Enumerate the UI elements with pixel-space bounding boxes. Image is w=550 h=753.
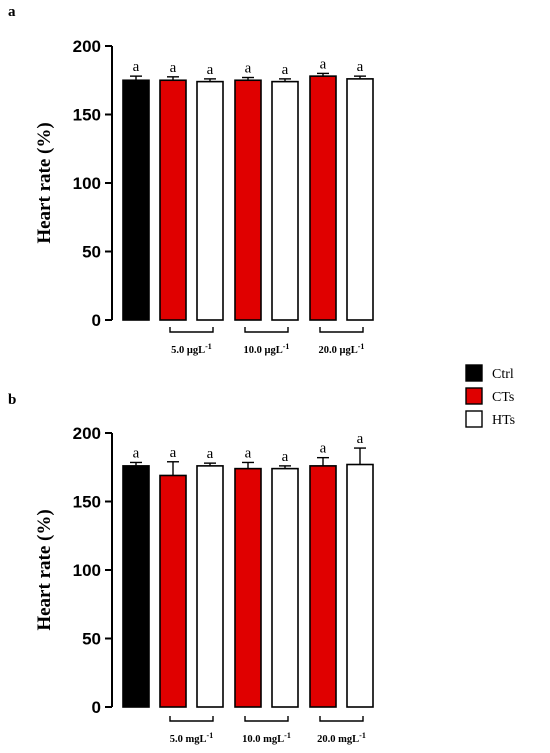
y-tick-label: 150 (73, 106, 101, 125)
group-bracket (244, 327, 289, 333)
bar-ctrl (122, 465, 150, 708)
group-label: 5.0 mgL-1 (170, 731, 213, 745)
significance-label: a (245, 61, 252, 77)
bar-cts (159, 474, 187, 708)
chart-panel-b: b 0 50 100 150 200 Heart rate (%) a a a a a a a 5.0 mg… (8, 392, 374, 745)
group-bracket (244, 716, 289, 722)
legend: Ctrl CTs HTs (465, 364, 515, 428)
significance-label: a (133, 59, 140, 75)
significance-label: a (357, 431, 364, 447)
legend-label-ctrl: Ctrl (492, 367, 514, 382)
significance-label: a (245, 445, 252, 461)
y-tick-label: 100 (73, 174, 101, 193)
bar-hts (346, 463, 374, 708)
group-bracket (169, 716, 214, 722)
bar-hts (196, 80, 224, 321)
bar-hts (196, 465, 224, 708)
y-axis-label: Heart rate (%) (34, 122, 55, 243)
y-tick-label: 0 (92, 698, 101, 717)
bar-cts (309, 75, 337, 321)
bar-ctrl (122, 79, 150, 321)
panel-label: a (8, 4, 16, 20)
bar-hts (346, 78, 374, 321)
bar-cts (159, 79, 187, 321)
group-label: 20.0 mgL-1 (317, 731, 366, 745)
significance-label: a (207, 62, 214, 78)
y-tick-label: 50 (82, 630, 101, 649)
panel-label: b (8, 392, 16, 408)
group-label: 10.0 μgL-1 (244, 342, 290, 356)
significance-label: a (357, 59, 364, 75)
bar-cts (234, 467, 262, 708)
bar-hts (271, 467, 299, 708)
y-tick-label: 150 (73, 493, 101, 512)
group-label: 20.0 μgL-1 (319, 342, 365, 356)
group-label: 10.0 mgL-1 (242, 731, 291, 745)
legend-label-hts: HTs (492, 413, 515, 428)
legend-swatch-ctrl (465, 364, 483, 382)
legend-swatch-cts (465, 387, 483, 405)
y-tick-label: 0 (92, 311, 101, 330)
significance-label: a (282, 449, 289, 465)
bar-hts (271, 80, 299, 321)
group-bracket (319, 327, 364, 333)
significance-label: a (133, 445, 140, 461)
chart-panel-a: a 0 50 100 150 200 Heart rate (%) a a a a a a a 5.0 μg… (8, 4, 374, 356)
group-bracket (319, 716, 364, 722)
group-bracket (169, 327, 214, 333)
significance-label: a (170, 60, 177, 76)
significance-label: a (320, 56, 327, 72)
legend-label-cts: CTs (492, 390, 514, 405)
bar-cts (309, 465, 337, 708)
significance-label: a (282, 62, 289, 78)
y-axis-label: Heart rate (%) (34, 509, 55, 630)
y-tick-label: 50 (82, 243, 101, 262)
legend-swatch-hts (465, 410, 483, 428)
y-tick-label: 200 (73, 424, 101, 443)
bar-cts (234, 79, 262, 321)
significance-label: a (170, 445, 177, 461)
group-label: 5.0 μgL-1 (171, 342, 212, 356)
y-tick-label: 100 (73, 561, 101, 580)
significance-label: a (320, 441, 327, 457)
significance-label: a (207, 446, 214, 462)
y-tick-label: 200 (73, 37, 101, 56)
